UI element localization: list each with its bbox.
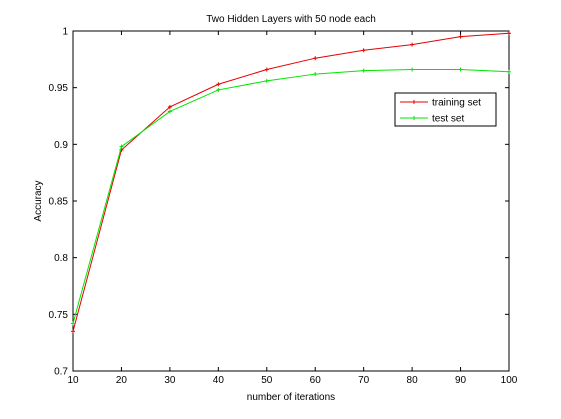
data-point xyxy=(458,34,463,39)
data-point xyxy=(507,31,511,36)
y-tick-label: 0.95 xyxy=(49,83,69,94)
x-tick-label: 70 xyxy=(358,375,370,386)
legend-label: training set xyxy=(432,98,481,109)
data-point xyxy=(216,87,221,92)
series-test-set xyxy=(71,67,511,326)
x-tick-label: 40 xyxy=(213,375,225,386)
legend: training set test set xyxy=(394,92,497,127)
x-tick-label: 90 xyxy=(455,375,467,386)
data-point xyxy=(71,329,75,334)
y-axis-label: Accuracy xyxy=(33,180,44,221)
y-tick-label: 0.75 xyxy=(49,310,69,321)
y-tick-label: 0.9 xyxy=(54,140,68,151)
data-point xyxy=(264,67,269,72)
x-tick-label: 100 xyxy=(501,375,518,386)
data-point xyxy=(264,78,269,83)
legend-item: test set xyxy=(400,114,464,125)
x-tick-label: 10 xyxy=(67,375,79,386)
legend-item: training set xyxy=(400,98,481,109)
y-tick-label: 0.7 xyxy=(54,367,68,378)
x-tick-label: 80 xyxy=(407,375,419,386)
y-tick-label: 1 xyxy=(62,27,68,38)
x-tick-label: 50 xyxy=(261,375,273,386)
data-point xyxy=(119,144,124,149)
data-point xyxy=(313,56,318,61)
chart-title: Two Hidden Layers with 50 node each xyxy=(206,14,376,25)
data-point xyxy=(361,48,366,53)
data-point xyxy=(410,42,415,47)
y-tick-label: 0.8 xyxy=(54,253,68,264)
x-axis-label: number of iterations xyxy=(247,392,335,403)
data-point xyxy=(71,321,75,326)
series-line xyxy=(72,69,510,324)
data-point xyxy=(361,68,366,73)
data-point xyxy=(216,82,221,87)
x-tick-label: 60 xyxy=(310,375,322,386)
legend-label: test set xyxy=(432,114,464,125)
y-tick-label: 0.85 xyxy=(49,197,69,208)
data-point xyxy=(167,104,172,109)
data-point xyxy=(167,109,172,114)
x-tick-label: 20 xyxy=(116,375,128,386)
data-point xyxy=(507,69,511,74)
x-tick-label: 30 xyxy=(164,375,176,386)
plot-area xyxy=(72,30,510,372)
legend-box xyxy=(394,92,497,127)
data-point xyxy=(410,67,415,72)
series-lines xyxy=(71,31,511,334)
data-point xyxy=(313,72,318,77)
data-point xyxy=(458,67,463,72)
